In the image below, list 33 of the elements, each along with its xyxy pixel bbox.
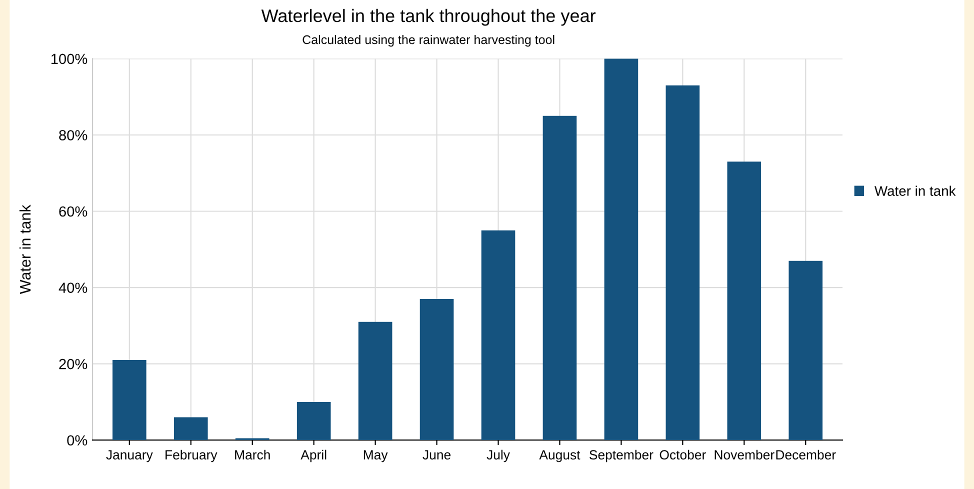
legend-label: Water in tank	[874, 186, 956, 196]
x-tick-label: May	[364, 450, 388, 462]
bar	[788, 260, 823, 440]
x-tick-label: June	[422, 450, 451, 460]
bar	[112, 360, 146, 440]
bar	[296, 402, 331, 440]
bar	[666, 85, 700, 440]
bar	[420, 298, 454, 440]
x-tick-label: October	[660, 450, 706, 460]
x-tick-label: August	[539, 450, 580, 462]
x-tick-label: December	[776, 450, 836, 460]
y-tick-label: 20%	[59, 358, 88, 370]
bar	[174, 417, 208, 440]
chart-title: Waterlevel in the tank throughout the year	[261, 8, 596, 26]
bar	[358, 322, 392, 440]
bar	[481, 230, 516, 440]
x-tick-label: November	[714, 450, 774, 460]
x-tick-label: September	[590, 450, 654, 462]
x-tick-label: February	[166, 450, 218, 462]
x-tick-label: January	[106, 450, 153, 462]
x-tick-label: July	[486, 450, 510, 462]
y-tick-label: 40%	[58, 282, 88, 293]
y-tick-label: 0%	[67, 435, 88, 446]
y-tick-label: 100%	[51, 54, 88, 64]
y-tick-label: 80%	[59, 130, 88, 140]
bar	[542, 116, 577, 440]
x-tick-label: April	[300, 450, 326, 462]
bar	[727, 162, 762, 440]
x-tick-label: March	[235, 450, 270, 460]
chart-subtitle: Calculated using the rainwater harvesting tool	[302, 34, 554, 47]
y-axis-title: Water in tank	[19, 204, 31, 294]
y-tick-label: 60%	[59, 206, 88, 217]
bar	[604, 58, 638, 440]
